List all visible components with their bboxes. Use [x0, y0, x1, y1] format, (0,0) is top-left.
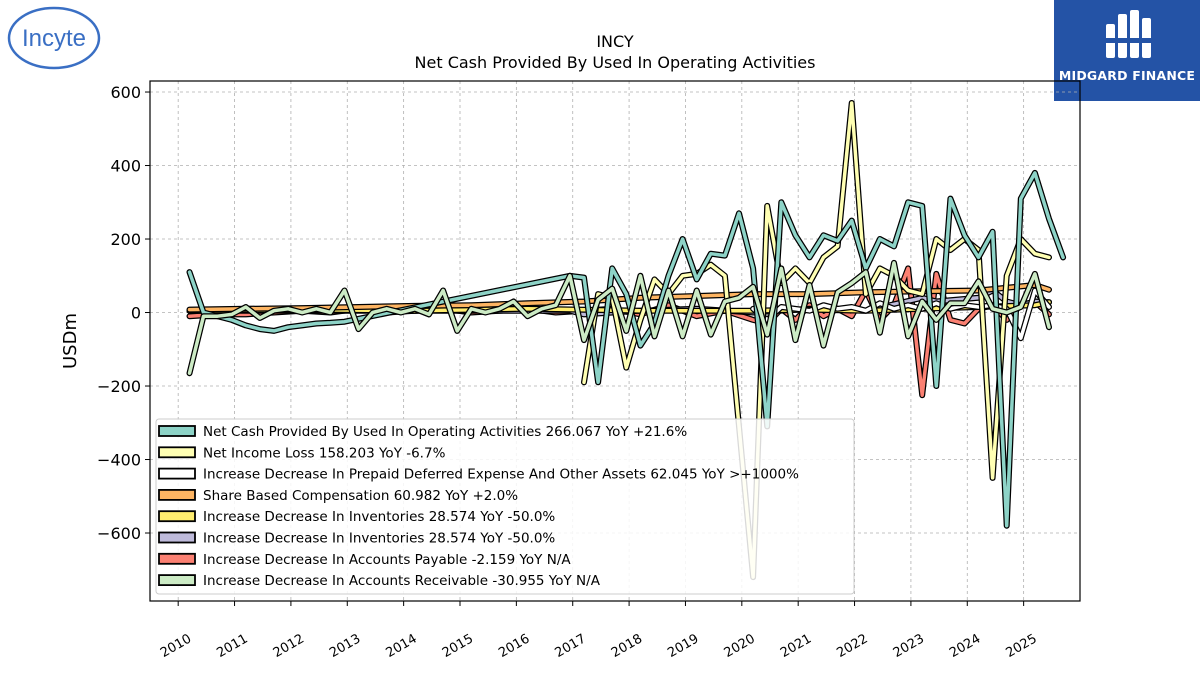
legend-swatch: [158, 552, 196, 565]
x-tick-label: 2022: [834, 631, 870, 661]
series-line: [187, 171, 1065, 528]
midgard-finance-text: MIDGARD FINANCE: [1058, 68, 1196, 83]
legend-entry: Share Based Compensation 60.982 YoY +2.0…: [203, 488, 518, 504]
legend: Net Cash Provided By Used In Operating A…: [155, 418, 855, 595]
legend-entry: Increase Decrease In Accounts Payable -2…: [203, 552, 571, 568]
midgard-emblem-icon: [1106, 10, 1151, 58]
x-tick-label: 2011: [214, 631, 250, 661]
legend-entry: Net Cash Provided By Used In Operating A…: [203, 424, 687, 440]
x-tick-label: 2014: [383, 631, 419, 661]
legend-swatch: [158, 574, 196, 586]
x-tick-label: 2012: [271, 631, 307, 661]
legend-swatch: [158, 467, 196, 480]
legend-swatch: [158, 531, 196, 544]
plot-frame: [149, 80, 1081, 602]
chart-title: INCY: [596, 32, 634, 51]
legend-entry: Net Income Loss 158.203 YoY -6.7%: [203, 445, 446, 461]
y-tick-label: −400: [97, 451, 141, 470]
y-tick-label: 600: [110, 83, 141, 102]
legend-box: [155, 418, 855, 595]
y-axis: 600 400 200 0 −200 −400 −600: [97, 83, 150, 543]
x-tick-label: 2020: [722, 631, 758, 661]
incyte-logo: Incyte: [6, 5, 102, 71]
legend-entry: Increase Decrease In Accounts Receivable…: [203, 573, 601, 589]
x-tick-label: 2023: [891, 631, 927, 661]
incyte-logo-text: Incyte: [22, 25, 86, 52]
y-axis-label: USDm: [60, 313, 81, 369]
legend-swatch: [158, 488, 196, 501]
legend-swatch: [158, 510, 196, 523]
chart-subtitle: Net Cash Provided By Used In Operating A…: [415, 53, 816, 72]
legend-entry: Increase Decrease In Prepaid Deferred Ex…: [203, 467, 799, 483]
x-axis: 2010 2011 2012 2013 2014 2015 2016 2017 2018 2019…: [158, 601, 1040, 661]
y-tick-label: 200: [110, 230, 141, 249]
y-tick-label: 0: [131, 304, 141, 323]
series-line: [187, 261, 1051, 375]
legend-entry: Increase Decrease In Inventories 28.574 …: [203, 509, 555, 525]
x-tick-label: 2016: [496, 631, 532, 661]
legend-entry: Increase Decrease In Inventories 28.574 …: [203, 531, 555, 547]
x-tick-label: 2013: [327, 631, 363, 661]
x-tick-label: 2025: [1003, 631, 1039, 661]
y-tick-label: −600: [97, 524, 141, 543]
x-tick-label: 2019: [665, 631, 701, 661]
x-tick-label: 2021: [778, 631, 814, 661]
x-tick-label: 2015: [440, 631, 476, 661]
x-tick-label: 2024: [947, 631, 983, 661]
x-tick-label: 2017: [553, 631, 589, 661]
legend-swatch: [158, 425, 196, 437]
x-tick-label: 2010: [158, 631, 194, 661]
y-tick-label: 400: [110, 157, 141, 176]
series-lines: [186, 100, 1067, 581]
y-tick-label: −200: [97, 377, 141, 396]
x-tick-label: 2018: [609, 631, 645, 661]
midgard-finance-logo: MIDGARD FINANCE: [1054, 0, 1200, 101]
legend-swatch: [158, 446, 196, 459]
